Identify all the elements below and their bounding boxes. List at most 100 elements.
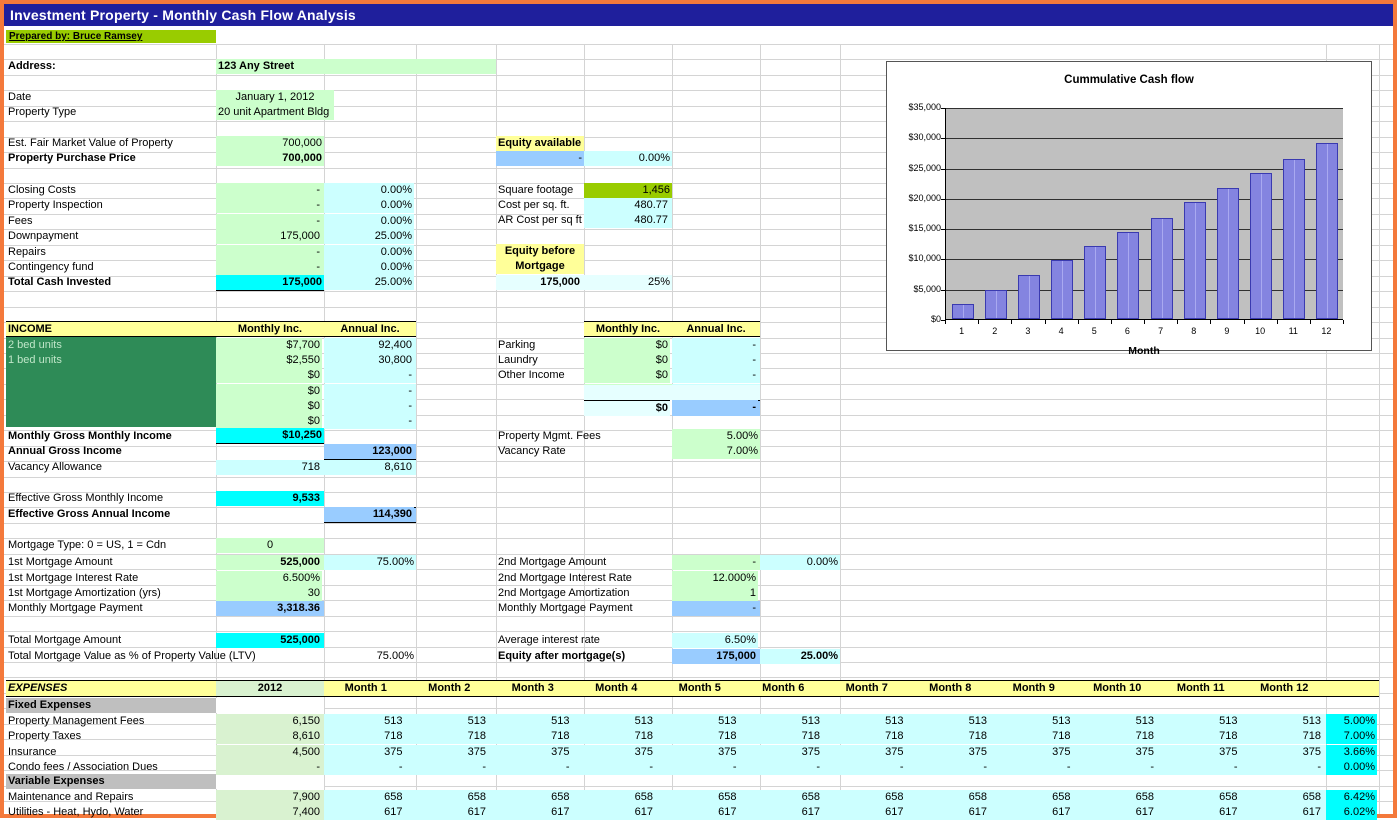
income-unit-monthly[interactable]: $0: [216, 368, 322, 384]
chart-xaxis-label: Month: [1128, 345, 1160, 357]
expense-percent-value: 6.42%: [1326, 790, 1377, 805]
cash-invested-label: Closing Costs: [8, 184, 76, 196]
equity-available-label: Equity available: [496, 136, 584, 151]
cash-invested-value[interactable]: -: [216, 260, 322, 275]
expense-month-value: 658: [1075, 790, 1156, 805]
expense-year-value[interactable]: 7,900: [216, 790, 322, 805]
expense-year-value[interactable]: -: [216, 759, 322, 775]
cash-invested-value[interactable]: -: [216, 198, 322, 214]
expense-percent-value: 7.00%: [1326, 729, 1377, 745]
expense-month-value: -: [491, 759, 572, 775]
other-income-monthly[interactable]: $0: [584, 368, 670, 384]
cash-invested-value[interactable]: -: [216, 183, 322, 198]
income-unit-labels-block[interactable]: [6, 337, 216, 427]
income-unit-annual: -: [324, 398, 414, 414]
other-income-monthly[interactable]: $0: [584, 353, 670, 369]
gross-monthly-income-label: Monthly Gross Monthly Income: [8, 430, 172, 442]
second-mortgage-amortization-value[interactable]: 1: [672, 586, 758, 601]
chart-ytick-label: $15,000: [908, 223, 941, 234]
chart-gridline: [946, 289, 1343, 291]
chart-bar[interactable]: [1051, 260, 1074, 319]
expense-year-value[interactable]: 4,500: [216, 744, 322, 760]
gridline-h: [4, 492, 1393, 493]
income-unit-monthly[interactable]: $0: [216, 398, 322, 414]
effective-gross-monthly-label: Effective Gross Monthly Income: [8, 492, 164, 504]
cash-invested-value[interactable]: -: [216, 213, 322, 229]
chart-bar[interactable]: [1017, 275, 1040, 319]
expense-month-value: 617: [491, 805, 572, 820]
income-unit-monthly[interactable]: $2,550: [216, 353, 322, 369]
cash-invested-value[interactable]: -: [216, 244, 322, 260]
income-unit-label[interactable]: 2 bed units: [8, 339, 62, 351]
expenses-month-header: Month 4: [574, 680, 658, 697]
second-mortgage-amount-value[interactable]: -: [672, 555, 758, 570]
income-unit-monthly[interactable]: $0: [216, 383, 322, 399]
mortgage-type-value[interactable]: 0: [216, 538, 324, 553]
chart-bar[interactable]: [1316, 142, 1339, 319]
cumulative-cash-flow-chart[interactable]: Cummulative Cash flow $0 $5,000 $10,000 $15…: [886, 61, 1372, 357]
income-unit-annual: -: [324, 383, 414, 399]
address-value[interactable]: 123 Any Street: [216, 59, 496, 74]
property-mgmt-fees-value[interactable]: 5.00%: [672, 429, 760, 444]
expense-month-value: 375: [1242, 744, 1323, 760]
income-unit-monthly[interactable]: $7,700: [216, 338, 322, 353]
expenses-month-header: Month 5: [658, 680, 742, 697]
chart-bar[interactable]: [1283, 158, 1306, 319]
chart-bar[interactable]: [984, 289, 1007, 319]
chart-bar[interactable]: [1183, 201, 1206, 319]
income-unit-label[interactable]: 1 bed units: [8, 354, 62, 367]
chart-xtick-mark: [1011, 320, 1013, 324]
first-mortgage-amortization-value[interactable]: 30: [216, 586, 322, 601]
chart-bar[interactable]: [1117, 231, 1140, 319]
expense-month-value: -: [574, 759, 655, 775]
chart-bar[interactable]: [1084, 245, 1107, 319]
chart-title: Cummulative Cash flow: [1064, 74, 1194, 86]
chart-ytick-label: $20,000: [908, 192, 941, 203]
cash-invested-value[interactable]: 175,000: [216, 229, 322, 245]
chart-bar[interactable]: [1250, 173, 1273, 319]
annual-gross-income-label: Annual Gross Income: [8, 445, 122, 457]
chart-bar[interactable]: [951, 304, 974, 319]
expense-month-value: 513: [992, 714, 1073, 729]
date-value[interactable]: January 1, 2012: [216, 90, 334, 105]
worksheet-canvas[interactable]: Investment Property - Monthly Cash Flow …: [4, 4, 1393, 820]
expense-year-value[interactable]: 7,400: [216, 805, 322, 820]
gridline-h: [4, 477, 1393, 478]
chart-gridline: [946, 138, 1343, 140]
other-income-monthly[interactable]: $0: [584, 338, 670, 353]
vacancy-rate-value[interactable]: 7.00%: [672, 444, 760, 459]
expense-month-value: 718: [658, 729, 739, 745]
chart-ytick-mark: [941, 289, 945, 291]
chart-bar-highlight: [995, 290, 997, 318]
first-mortgage-amount-value[interactable]: 525,000: [216, 555, 322, 570]
chart-plot-area: [945, 108, 1343, 320]
expenses-year-column-header: 2012: [216, 680, 324, 697]
gridline-h: [4, 245, 1393, 246]
chart-bar-highlight: [1194, 202, 1196, 318]
total-cash-label: Total Cash Invested: [8, 276, 112, 288]
chart-xtick-mark: [1177, 320, 1179, 324]
chart-bar[interactable]: [1150, 217, 1173, 319]
gridline-h: [4, 183, 1393, 184]
chart-bar[interactable]: [1216, 188, 1239, 319]
second-mortgage-rate-value[interactable]: 12.000%: [672, 571, 758, 586]
expense-month-value: 658: [658, 790, 739, 805]
first-mortgage-rate-value[interactable]: 6.500%: [216, 571, 322, 586]
fmv-value[interactable]: 700,000: [216, 136, 324, 151]
expense-month-value: 718: [908, 729, 989, 745]
purchase-price-value[interactable]: 700,000: [216, 151, 324, 166]
expense-year-value[interactable]: 8,610: [216, 729, 322, 745]
property-type-value[interactable]: 20 unit Apartment Bldg: [216, 105, 334, 120]
variable-expenses-spacer: [216, 774, 324, 789]
expense-month-value: 617: [324, 805, 405, 820]
gridline-h: [4, 291, 1393, 292]
sqft-value[interactable]: 1,456: [584, 183, 672, 198]
page-title: Investment Property - Monthly Cash Flow …: [4, 4, 1393, 26]
second-monthly-mortgage-payment-label: Monthly Mortgage Payment: [498, 602, 633, 614]
gridline-v: [496, 44, 497, 814]
total-mortgage-amount-label: Total Mortgage Amount: [8, 634, 122, 646]
expense-year-value[interactable]: 6,150: [216, 714, 322, 729]
gridline-h: [4, 137, 1393, 138]
expenses-percent-column-header: [1326, 680, 1379, 697]
income-unit-monthly[interactable]: $0: [216, 414, 322, 429]
